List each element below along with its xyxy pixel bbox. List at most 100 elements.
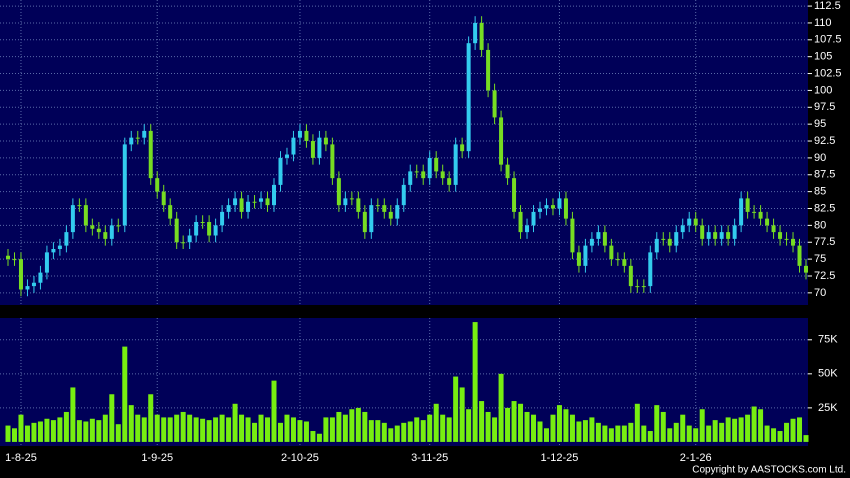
candle-body — [362, 211, 367, 233]
candle-body — [466, 43, 471, 152]
volume-bar — [485, 411, 491, 442]
candle-body — [304, 130, 309, 142]
candle-body — [109, 225, 114, 239]
volume-bar — [693, 428, 699, 442]
volume-bar — [498, 373, 504, 442]
candle-body — [259, 198, 264, 202]
candle-body — [414, 171, 419, 173]
volume-bar — [180, 411, 186, 442]
candle-body — [252, 201, 257, 203]
candle-body — [278, 157, 283, 185]
volume-bar — [667, 428, 673, 442]
candle-body — [6, 255, 10, 260]
candle-body — [239, 198, 244, 212]
volume-bar — [699, 409, 705, 442]
volume-bar — [323, 417, 329, 442]
candle-body — [51, 248, 56, 253]
volume-bar — [427, 414, 433, 442]
volume-bar — [388, 428, 394, 442]
volume-bar — [647, 431, 653, 442]
volume-bar — [459, 387, 465, 442]
candle-body — [297, 130, 302, 138]
y-tick-label: 112.5 — [814, 0, 841, 12]
volume-bar — [582, 420, 588, 442]
volume-bar — [556, 405, 562, 442]
volume-bar — [524, 411, 530, 442]
volume-bar — [135, 414, 141, 442]
y-tick-label: 102.5 — [814, 67, 842, 79]
volume-bar — [660, 411, 666, 442]
candle-body — [395, 205, 400, 219]
candle-body — [382, 205, 387, 212]
volume-bar — [381, 422, 387, 442]
candle-body — [148, 130, 153, 179]
candle-body — [122, 144, 127, 226]
candle-body — [323, 137, 328, 145]
candle-body — [408, 171, 413, 185]
volume-bar — [420, 420, 426, 442]
candle-body — [758, 211, 763, 219]
candle-body — [142, 130, 147, 138]
candle-body — [447, 178, 452, 185]
candle-body — [667, 238, 672, 246]
volume-bar — [310, 431, 316, 442]
candle-body — [135, 137, 140, 139]
x-tick-label: 1-9-25 — [141, 452, 173, 464]
y-tick-label: 82.5 — [814, 202, 835, 214]
y-tick-label: 107.5 — [814, 34, 842, 46]
volume-bar — [187, 414, 193, 442]
candle-body — [291, 137, 296, 155]
candle-body — [226, 205, 231, 212]
candle-body — [103, 232, 108, 239]
volume-bar — [505, 407, 511, 442]
volume-bar — [50, 420, 56, 442]
volume-bar — [771, 428, 777, 442]
candle-body — [771, 225, 776, 233]
volume-bar — [193, 417, 199, 442]
volume-bar — [141, 417, 147, 442]
candle-body — [284, 154, 289, 158]
candle-body — [492, 90, 497, 118]
volume-bar — [790, 418, 796, 442]
volume-bar — [725, 417, 731, 442]
candle-body — [129, 137, 134, 145]
candle-body — [641, 286, 646, 288]
candle-body — [12, 259, 17, 261]
candle-body — [791, 238, 796, 246]
volume-bar — [329, 417, 335, 442]
candle-body — [194, 222, 199, 236]
x-tick-label: 3-11-25 — [411, 452, 448, 464]
y-tick-label: 85 — [814, 186, 826, 198]
volume-bar — [128, 405, 134, 442]
y-tick-label: 97.5 — [814, 101, 835, 113]
volume-bar — [297, 420, 303, 442]
candle-body — [265, 198, 270, 206]
volume-bar — [518, 403, 524, 442]
candle-body — [31, 282, 36, 287]
candle-body — [401, 184, 406, 206]
candle-body — [687, 218, 692, 226]
volume-bar — [680, 414, 686, 442]
candle-body — [375, 205, 380, 207]
volume-bar — [751, 406, 757, 442]
volume-bar — [595, 422, 601, 442]
volume-bar — [537, 421, 543, 442]
candle-body — [161, 191, 166, 206]
y-tick-label: 70 — [814, 287, 826, 299]
volume-bar — [602, 425, 608, 442]
candle-body — [70, 205, 75, 233]
volume-bar — [89, 418, 95, 442]
volume-bar — [18, 414, 24, 442]
volume-bar — [492, 417, 498, 442]
volume-bar — [654, 405, 660, 442]
volume-bar — [401, 422, 407, 442]
candle-body — [155, 178, 160, 192]
candle-body — [609, 245, 614, 260]
candle-body — [479, 22, 484, 50]
volume-bar — [303, 421, 309, 442]
volume-bar — [550, 414, 556, 442]
candle-body — [778, 232, 783, 239]
volume-bar — [70, 387, 76, 442]
candle-body — [570, 218, 575, 253]
copyright: Copyright by AASTOCKS.com Ltd. — [692, 465, 846, 476]
